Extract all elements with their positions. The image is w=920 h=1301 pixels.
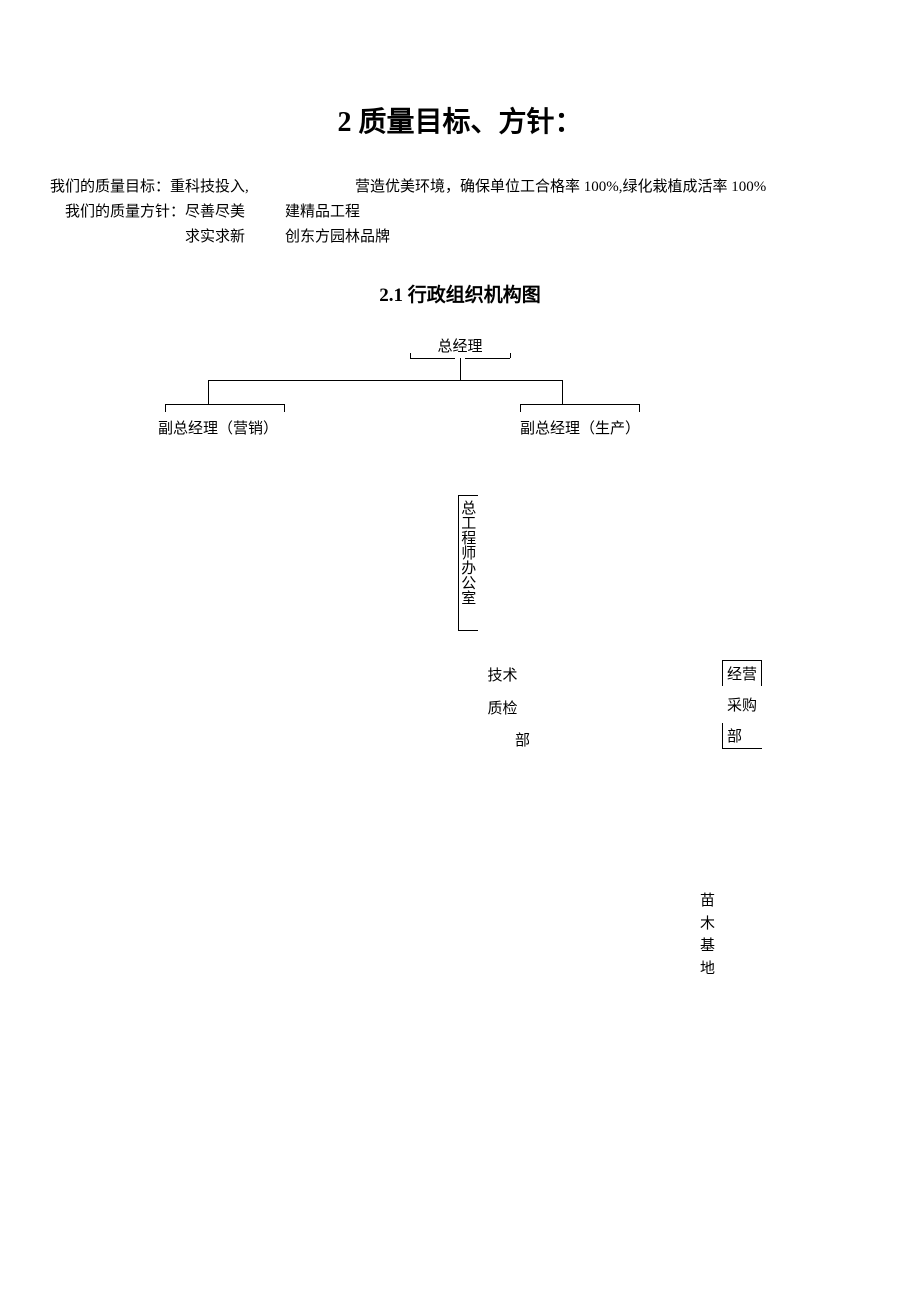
chief-eng-topline [458,495,478,496]
intro-line-2a: 我们的质量方针：尽善尽美 [65,200,245,224]
tech-label: 技术 [475,665,530,688]
deputy-production-node: 副总经理（生产） [520,417,640,438]
chief-eng-label: 总工程师办公室 [458,500,475,605]
deputy-left-vline [208,380,209,404]
nursery-c1: 苗 [700,890,715,913]
deputies-hline [208,380,563,381]
biz-purchase-block: 经营 采购 部 [722,660,762,749]
nursery-block: 苗 木 基 地 [700,890,715,980]
deputy-right-topline [520,404,640,405]
ceo-left-tick [410,353,411,358]
chief-eng-leftline [458,495,459,630]
intro-line-2b: 建精品工程 [285,200,360,224]
biz-label: 经营 [727,667,757,683]
purchase-label: 采购 [727,698,757,714]
dept1-label: 部 [475,730,530,753]
ceo-node: 总经理 [430,335,490,356]
intro-line-3b: 创东方园林品牌 [285,225,390,249]
intro-line-1a: 我们的质量目标：重科技投入, [50,175,249,199]
chief-engineer-office: 总工程师办公室 [458,500,475,605]
intro-line-1b: 营造优美环境，确保单位工合格率 100%,绿化栽植成活率 100% [355,175,766,199]
nursery-c2: 木 [700,913,715,936]
tech-qc-block: 技术 质检 部 [475,665,530,753]
section-title: 2.1 行政组织机构图 [0,280,920,307]
page-title: 2 质量目标、方针： [0,0,920,175]
deputy-marketing-node: 副总经理（营销） [158,417,278,438]
chief-eng-bottomline [458,630,478,631]
nursery-c4: 地 [700,958,715,981]
deputy-left-lefttick [165,404,166,412]
deputy-left-topline [165,404,285,405]
qc-label: 质检 [475,698,530,721]
deputy-right-vline [562,380,563,404]
deputy-right-righttick [639,404,640,412]
ceo-down-line [460,358,461,380]
intro-line-3a: 求实求新 [185,225,245,249]
nursery-c3: 基 [700,935,715,958]
ceo-right-tick [510,353,511,358]
dept2-label: 部 [727,729,742,745]
ceo-underline-right [465,358,510,359]
deputy-left-righttick [284,404,285,412]
ceo-underline-left [410,358,455,359]
deputy-right-lefttick [520,404,521,412]
